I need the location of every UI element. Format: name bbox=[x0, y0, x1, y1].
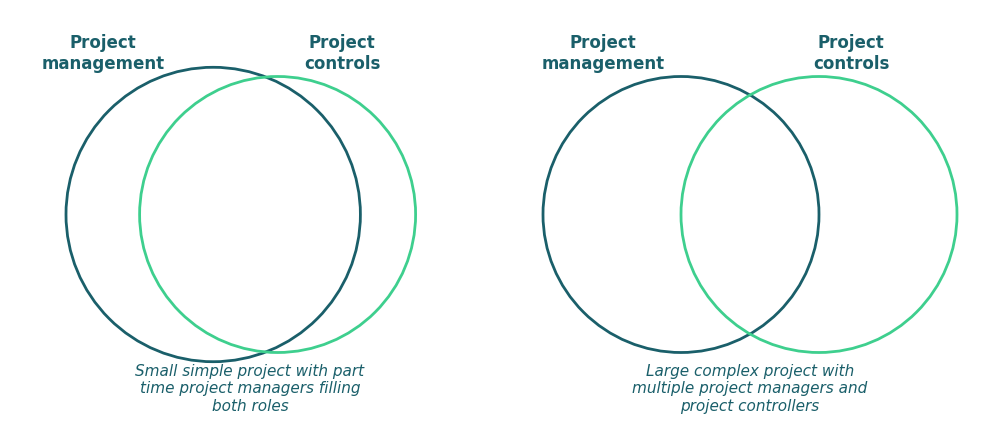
Text: Small simple project with part
time project managers filling
both roles: Small simple project with part time proj… bbox=[135, 363, 365, 413]
Text: Project
management: Project management bbox=[541, 34, 664, 73]
Text: Project
management: Project management bbox=[41, 34, 164, 73]
Text: Large complex project with
multiple project managers and
project controllers: Large complex project with multiple proj… bbox=[632, 363, 868, 413]
Text: Project
controls: Project controls bbox=[304, 34, 380, 73]
Text: Project
controls: Project controls bbox=[813, 34, 889, 73]
